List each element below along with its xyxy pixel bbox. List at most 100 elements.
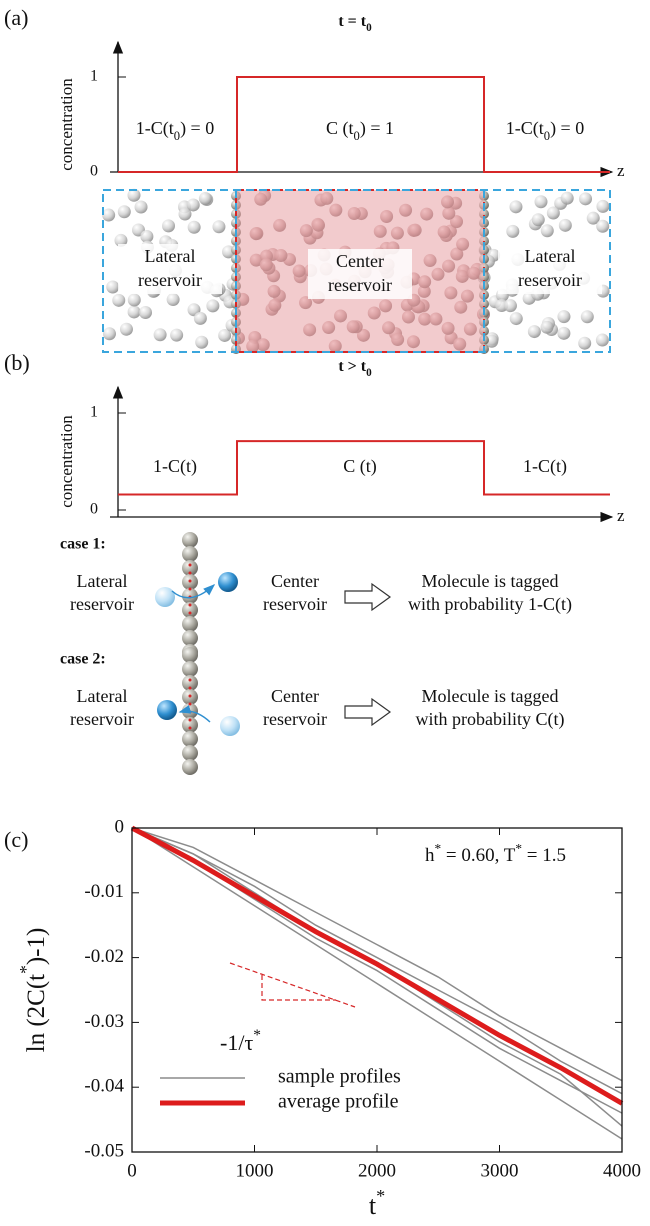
y-axis-label-part: ln (2C(t xyxy=(23,974,50,1053)
sample-line xyxy=(131,827,623,1140)
hop-arrow xyxy=(171,583,216,599)
y-tick-label: 0 xyxy=(90,501,98,518)
label-bg xyxy=(118,244,222,294)
sphere xyxy=(506,224,520,238)
sphere xyxy=(557,310,571,324)
sphere xyxy=(186,198,200,212)
region-label-part: 0 xyxy=(354,129,360,143)
dot xyxy=(188,579,192,583)
sphere xyxy=(127,305,141,319)
reservoir-label: reservoir xyxy=(328,275,392,295)
sphere xyxy=(586,211,600,225)
wall-sphere xyxy=(182,717,198,733)
dot xyxy=(188,718,192,722)
wall-sphere xyxy=(182,759,198,775)
dot xyxy=(188,603,192,607)
case-text: Molecule is tagged xyxy=(422,686,559,706)
wall-sphere xyxy=(182,630,198,646)
slope-triangle xyxy=(229,962,356,1008)
wall-sphere xyxy=(182,647,198,663)
sphere xyxy=(119,322,133,336)
sphere xyxy=(596,199,610,213)
x-tick-label: 2000 xyxy=(358,1160,396,1181)
concentration-profile xyxy=(118,76,610,173)
sphere xyxy=(102,327,116,341)
hop-arrow xyxy=(178,704,211,723)
wall-sphere xyxy=(182,745,198,761)
x-tick-label: 3000 xyxy=(481,1160,519,1181)
z-label: z xyxy=(617,506,625,525)
wall-sphere xyxy=(182,560,198,576)
sphere xyxy=(127,188,141,202)
sphere xyxy=(579,192,593,206)
y-tick-label: 0 xyxy=(90,163,98,180)
sample-line xyxy=(131,827,623,1095)
molecule xyxy=(218,572,238,592)
wall-sphere xyxy=(182,546,198,562)
sphere xyxy=(212,220,226,234)
sphere xyxy=(595,333,609,347)
reservoir-label: Lateral xyxy=(525,246,576,266)
y-tick-label: -0.05 xyxy=(84,1140,124,1161)
legend-label: average profile xyxy=(278,1091,399,1113)
case-text: Center xyxy=(271,686,319,706)
molecule xyxy=(155,587,175,607)
wall-sphere xyxy=(182,731,198,747)
dot xyxy=(188,726,192,730)
wall-sphere xyxy=(182,661,198,677)
wall-sphere xyxy=(182,675,198,691)
y-axis-label-part: )-1) xyxy=(23,928,50,965)
dot xyxy=(188,563,192,567)
sphere xyxy=(139,305,153,319)
sphere xyxy=(546,206,560,220)
region-label-part: 1-C(t xyxy=(506,118,544,139)
region-label: 1-C(t) xyxy=(523,456,567,477)
label-bg xyxy=(498,244,602,294)
molecule xyxy=(220,716,240,736)
case-title: case 1: xyxy=(60,536,106,553)
annotation-part: * xyxy=(435,841,442,856)
sphere xyxy=(106,280,120,294)
region-label: C (t) xyxy=(343,456,377,477)
y-tick-label: 0 xyxy=(115,816,125,837)
sphere xyxy=(558,218,572,232)
region-label-part: C (t xyxy=(326,118,354,139)
sphere xyxy=(166,293,180,307)
sphere xyxy=(153,328,167,342)
y-tick-label: 1 xyxy=(90,68,98,85)
x-axis-label-part: * xyxy=(376,1186,385,1206)
slope-label-part: * xyxy=(253,1027,261,1044)
y-tick-label: -0.02 xyxy=(84,946,124,967)
sphere xyxy=(578,336,592,350)
dot xyxy=(188,694,192,698)
sphere xyxy=(114,233,128,247)
x-tick-label: 4000 xyxy=(603,1160,641,1181)
concentration-profile xyxy=(118,440,610,496)
x-axis-label: t* xyxy=(369,1186,385,1220)
region-label-part: ) = 0 xyxy=(550,118,584,139)
sphere xyxy=(580,310,594,324)
panel-label: (b) xyxy=(4,350,30,375)
sphere xyxy=(540,224,554,238)
panel-title: t = t0 xyxy=(338,13,372,34)
reservoir-label: reservoir xyxy=(518,270,582,290)
slope-label-part: -1/τ xyxy=(220,1030,253,1055)
wall-sphere xyxy=(182,532,198,548)
case-text: with probability C(t) xyxy=(416,709,565,730)
legend-label: sample profiles xyxy=(278,1066,401,1088)
region-label-part: 0 xyxy=(174,129,180,143)
panel-title-part: 0 xyxy=(366,367,372,379)
x-tick-label: 0 xyxy=(127,1160,137,1181)
y-axis-label: concentration xyxy=(57,415,76,508)
reservoir-label: Lateral xyxy=(145,246,196,266)
sphere xyxy=(170,328,184,342)
y-tick-label: -0.03 xyxy=(84,1011,124,1032)
annotation-part: * xyxy=(515,841,522,856)
sphere xyxy=(112,293,126,307)
reservoir-box xyxy=(102,189,611,353)
sphere xyxy=(557,326,571,340)
sphere xyxy=(596,219,610,233)
y-axis-label: concentration xyxy=(57,78,76,171)
case-text: reservoir xyxy=(263,709,327,729)
